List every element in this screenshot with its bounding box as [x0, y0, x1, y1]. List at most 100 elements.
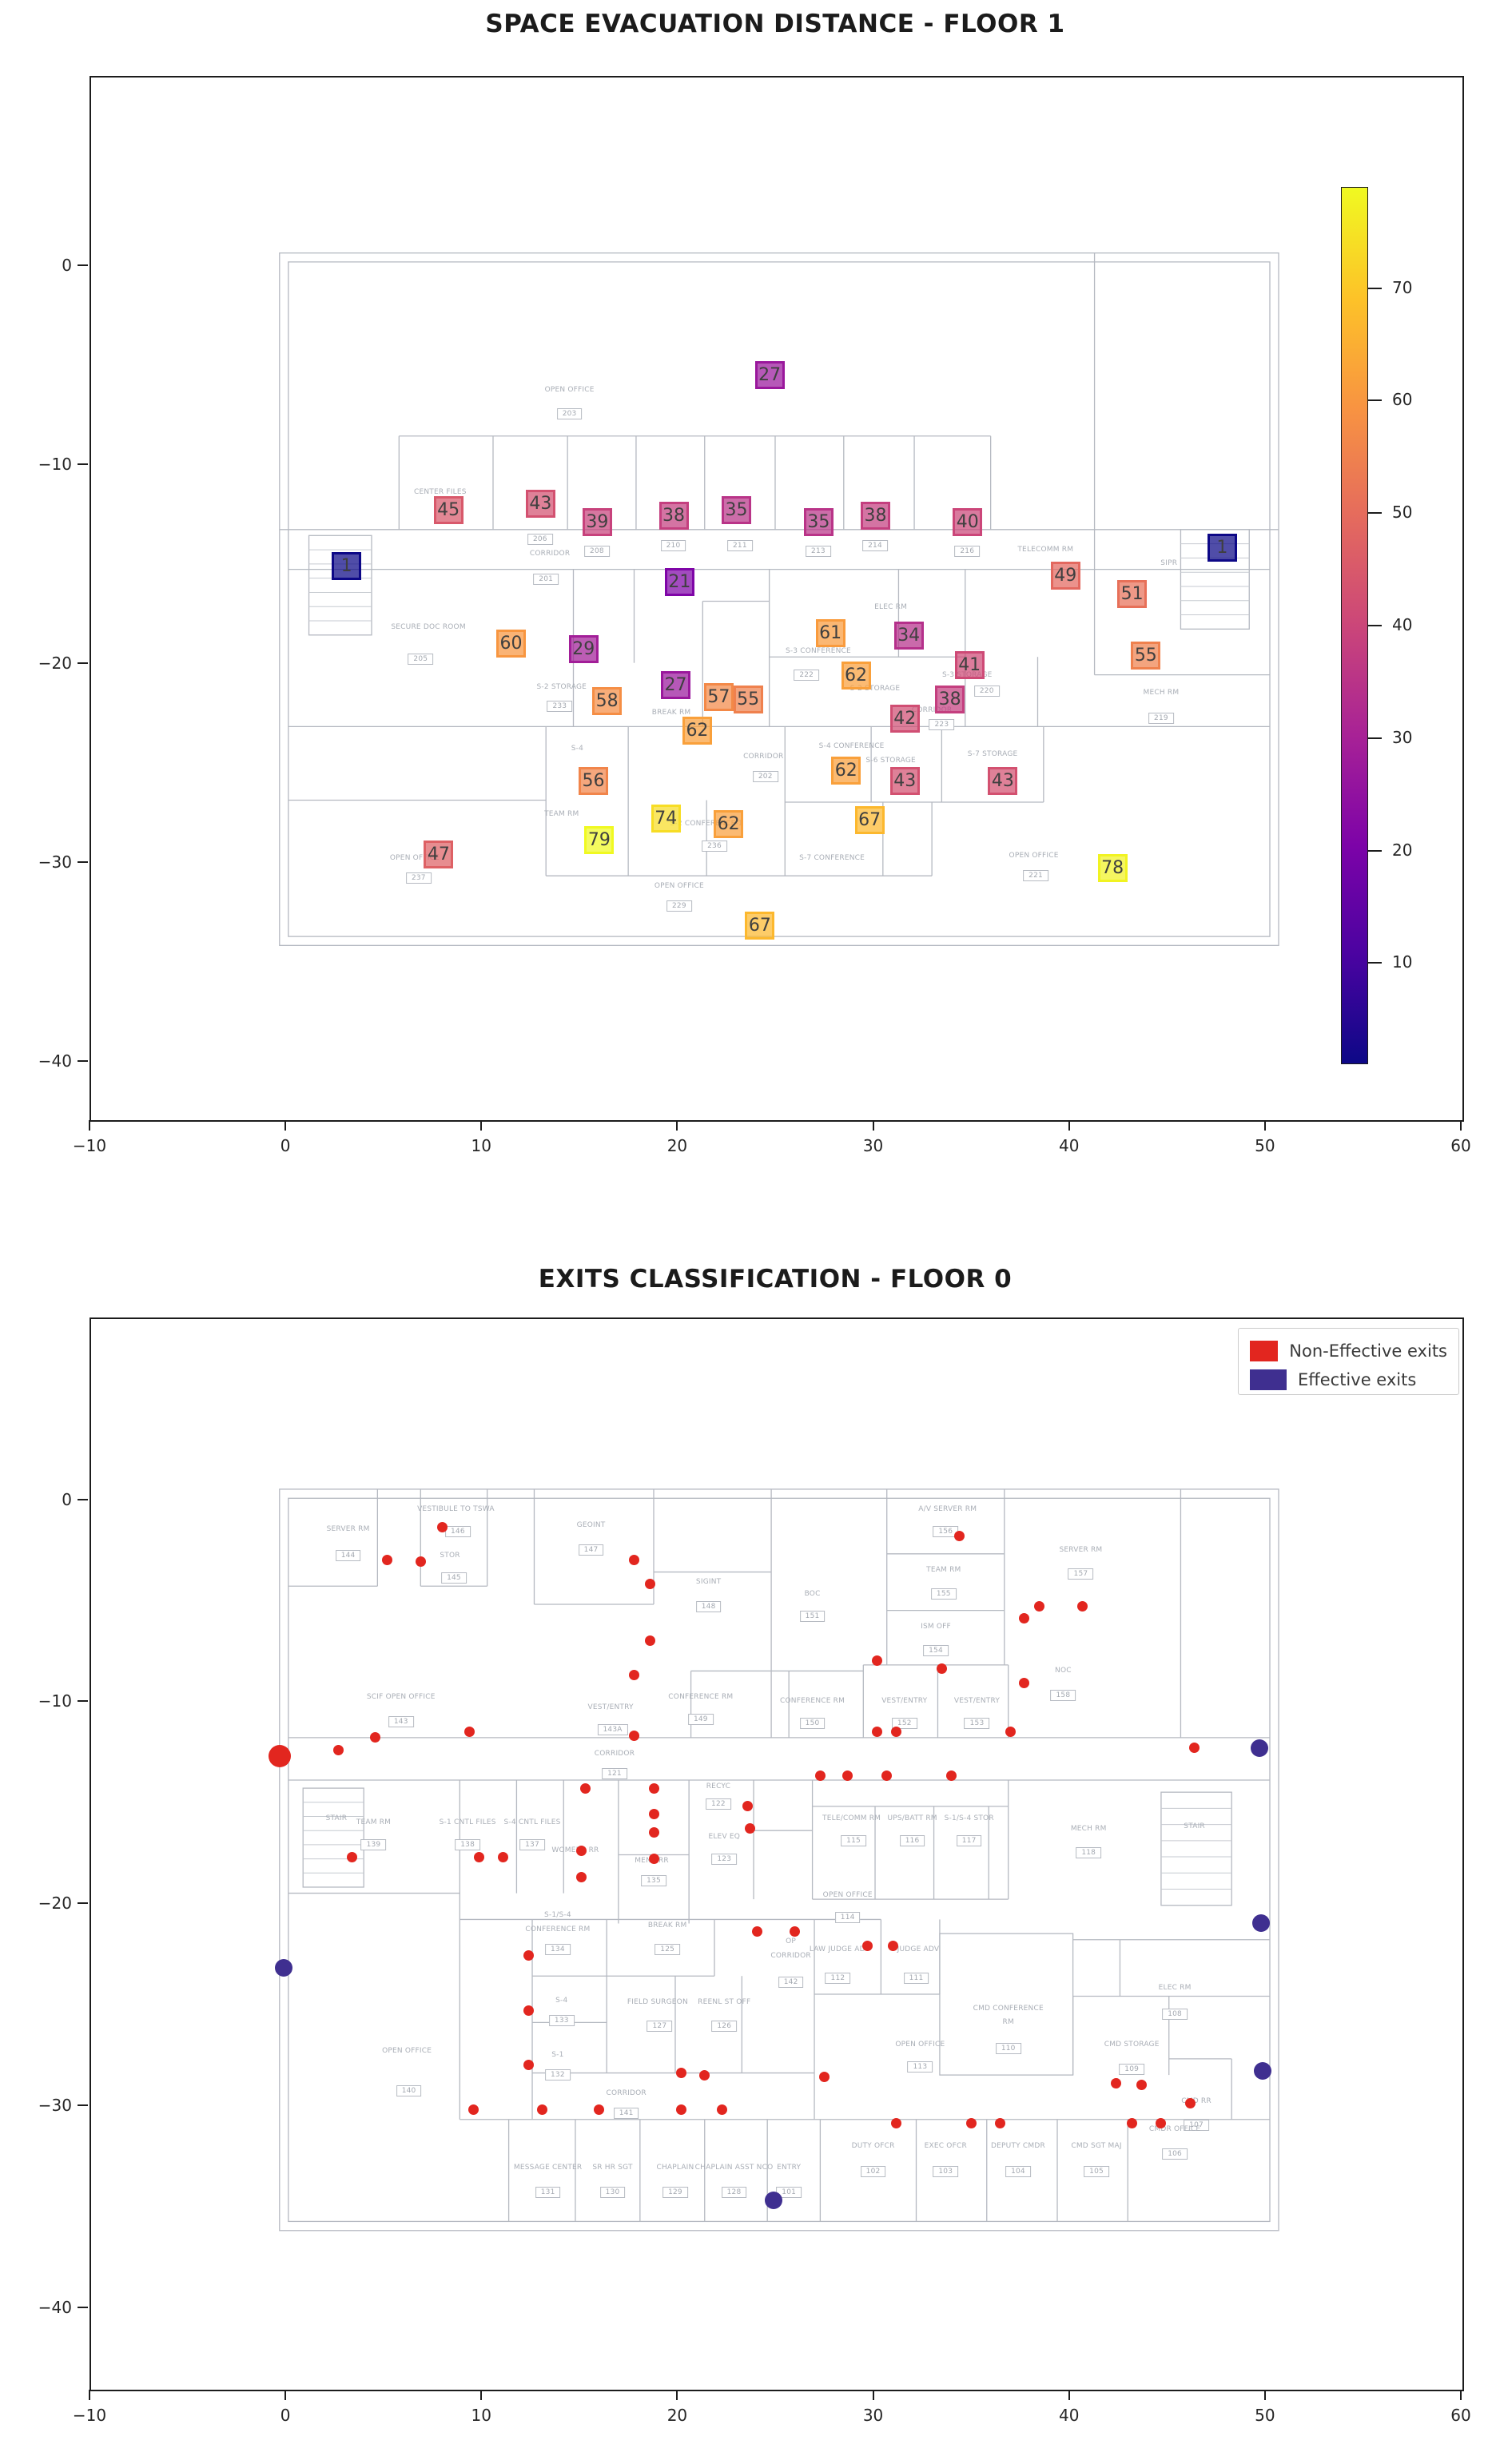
figure1-room-label: CORRIDOR	[529, 549, 571, 558]
figure2-room-number: 115	[841, 1834, 866, 1846]
figure2-room-number: 125	[654, 1944, 681, 1956]
effective-exit-dot	[1251, 1914, 1270, 1933]
figure2-room-number: 131	[535, 2186, 561, 2198]
figure2-ytick-label: −10	[38, 1691, 72, 1711]
non-effective-exit-dot	[1005, 1726, 1016, 1737]
effective-exit-dot	[1250, 1739, 1268, 1757]
figure1-room-label: MECH RM	[1143, 689, 1180, 697]
non-effective-exit-dot	[1034, 1601, 1045, 1612]
figure1-room-number: 237	[405, 872, 432, 884]
figure2-room-number: 144	[335, 1550, 361, 1562]
figure2-room-label: A/V SERVER RM	[918, 1505, 977, 1514]
figure2-room-label: CORRIDOR	[770, 1951, 811, 1960]
figure2-ytick-label: −30	[38, 2096, 72, 2116]
figure2-room-label: CONFERENCE RM	[780, 1697, 845, 1706]
evacuation-distance-square: 27	[660, 671, 690, 700]
evacuation-distance-square: 45	[433, 495, 464, 524]
figure1-xtick-label: 50	[1255, 1136, 1275, 1155]
figure1-room-label: OPEN OFFICE	[389, 853, 440, 862]
figure1-room-label: ELEC RM	[874, 602, 908, 611]
figure2-room-label: S-1 CNTL FILES	[439, 1818, 496, 1827]
evacuation-distance-square: 40	[953, 507, 983, 536]
non-effective-exit-dot	[644, 1635, 655, 1647]
figure1-xtick-label: 40	[1058, 1136, 1080, 1155]
figure2-room-label: CMD RR	[1181, 2096, 1212, 2105]
non-effective-exit-dot	[871, 1655, 882, 1667]
colorbar-tick-label: 30	[1392, 727, 1413, 747]
non-effective-exit-dot	[628, 1730, 639, 1741]
figure1-room-label: S-4 CONFERENCE	[818, 742, 885, 751]
figure2-room-label: GEOINT	[576, 1521, 606, 1530]
figure1-ytick-mark	[78, 463, 88, 465]
figure1-xtick-label: 30	[862, 1136, 884, 1155]
figure2-room-label: CORRIDOR	[606, 2088, 647, 2097]
non-effective-exit-dot	[474, 1851, 485, 1862]
figure2-room-number: 154	[923, 1645, 949, 1657]
figure2-room-label: UPS/BATT RM	[887, 1814, 937, 1823]
figure1-xtick-mark	[284, 1120, 287, 1131]
non-effective-exit-dot	[575, 1845, 587, 1856]
figure2-room-label: SR HR SGT	[592, 2164, 633, 2172]
figure1-xtick-label: 60	[1450, 1136, 1471, 1155]
figure1-room-label: TEAM RM	[544, 809, 579, 818]
figure1-room-label: TELECOMM RM	[1017, 545, 1074, 554]
figure2-xtick-label: 40	[1058, 2406, 1080, 2425]
non-effective-exit-dot	[648, 1827, 659, 1838]
evacuation-distance-square: 67	[745, 912, 775, 940]
figure1-room-number: 222	[794, 669, 820, 681]
non-effective-exit-dot	[1156, 2118, 1167, 2129]
figure2-room-number: 139	[360, 1838, 387, 1850]
figure1-ytick-mark	[78, 1059, 88, 1062]
figure1-room-label: S-7 STORAGE	[967, 750, 1018, 759]
figure2-xtick-label: −10	[72, 2406, 107, 2425]
figure2-room-number: 107	[1184, 2120, 1209, 2132]
non-effective-exit-dot	[523, 2005, 534, 2016]
figure2-xtick-mark	[480, 2390, 483, 2400]
evacuation-distance-square: 35	[721, 495, 751, 524]
figure1-room-number: 221	[1023, 870, 1048, 882]
non-effective-exit-dot	[1185, 2098, 1196, 2108]
figure2-xtick-label: 10	[471, 2406, 491, 2425]
figure2-xtick-mark	[1068, 2390, 1070, 2400]
non-effective-exit-dot	[436, 1522, 448, 1533]
effective-exit-dot	[274, 1959, 292, 1977]
figure2-room-number: 150	[799, 1718, 826, 1730]
evacuation-distance-square: 55	[733, 685, 763, 713]
figure1-xtick-mark	[872, 1120, 874, 1131]
figure1-xtick-mark	[1263, 1120, 1266, 1131]
figure2-room-label: SERVER RM	[326, 1525, 370, 1534]
evacuation-distance-square: 62	[841, 661, 871, 690]
figure2-room-label: LAW JUDGE ADV	[809, 1945, 870, 1954]
evacuation-distance-square: 43	[525, 490, 555, 519]
colorbar-tick-mark	[1368, 962, 1382, 964]
evacuation-distance-square: 49	[1050, 562, 1080, 590]
figure1-room-number: 202	[752, 770, 778, 782]
figure2-room-label: VESTIBULE TO TSWA	[417, 1505, 495, 1514]
figure2-room-number: 108	[1162, 2009, 1188, 2021]
figure1-room-number: 211	[726, 539, 753, 551]
figure1-xtick-label: 20	[666, 1136, 688, 1155]
figure1-room-label: OPEN OFFICE	[654, 881, 704, 890]
evacuation-distance-square: 42	[889, 705, 920, 733]
non-effective-exit-dot	[675, 2068, 686, 2079]
figure2-room-label: MESSAGE CENTER	[513, 2164, 583, 2172]
non-effective-exit-dot	[1018, 1678, 1029, 1689]
figure2-room-label: OPEN OFFICE	[895, 2041, 945, 2049]
non-effective-exit-dot	[1111, 2077, 1122, 2088]
figure1-ytick-label: −30	[38, 852, 72, 872]
evacuation-distance-square: 35	[803, 507, 834, 536]
figure2-room-number: 103	[933, 2166, 959, 2178]
figure1-room-number: 220	[973, 685, 1000, 697]
evacuation-distance-square: 74	[651, 804, 681, 833]
non-effective-exit-dot	[593, 2104, 604, 2115]
legend-label-non-effective: Non-Effective exits	[1289, 1341, 1447, 1361]
evacuation-distance-square: 60	[496, 629, 527, 658]
figure2-room-label: ELEV EQ	[708, 1832, 741, 1841]
figure1-room-label: CORRIDOR	[911, 706, 953, 715]
figure2-room-label: SCIF OPEN OFFICE	[366, 1693, 436, 1702]
figure2-room-label: S-4	[555, 1996, 568, 2005]
figure1-room-number: 214	[862, 539, 888, 551]
figure2-room-number: 152	[891, 1718, 917, 1730]
figure1-room-number: 233	[547, 701, 573, 713]
figure2-room-number: 134	[545, 1944, 571, 1956]
